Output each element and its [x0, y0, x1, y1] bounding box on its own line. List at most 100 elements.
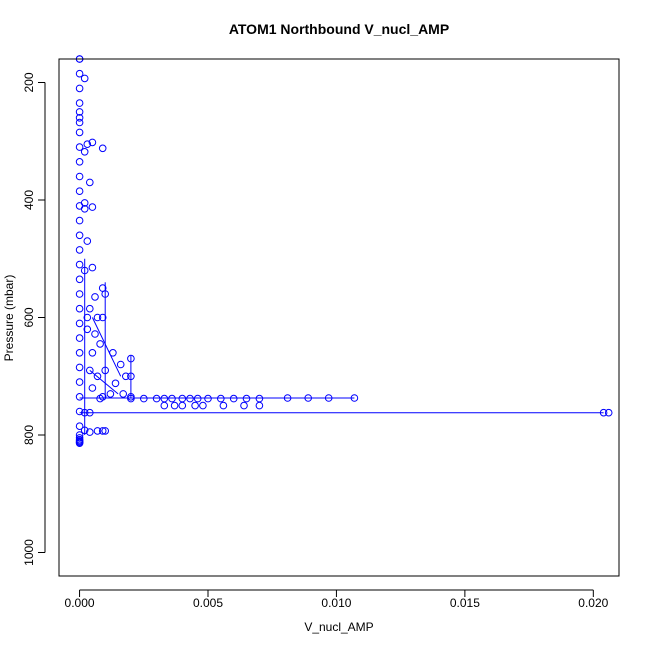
data-point — [75, 143, 84, 151]
data-point — [98, 427, 107, 435]
data-point — [88, 203, 97, 211]
data-point — [91, 293, 99, 301]
data-point — [75, 290, 84, 298]
x-axis-title: V_nucl_AMP — [304, 620, 373, 634]
data-point — [75, 84, 84, 93]
data-point — [217, 394, 225, 403]
data-point — [88, 384, 97, 392]
data-point — [75, 69, 84, 78]
data-point — [75, 407, 84, 416]
data-point — [152, 394, 161, 403]
data-point — [75, 114, 84, 122]
data-point — [199, 401, 207, 410]
data-point — [255, 401, 264, 410]
data-point — [80, 74, 89, 83]
data-point — [116, 360, 125, 369]
data-point — [75, 202, 84, 210]
data-point — [170, 401, 179, 410]
y-tick-label: 400 — [22, 190, 36, 210]
data-point — [80, 426, 89, 435]
data-point — [75, 99, 84, 107]
data-point — [80, 148, 89, 156]
x-tick-label: 0.005 — [193, 596, 223, 610]
data-point — [91, 330, 99, 338]
data-point — [75, 108, 84, 116]
y-tick-label: 1000 — [22, 539, 36, 566]
data-point — [86, 366, 94, 375]
data-point — [599, 408, 608, 417]
data-point — [88, 138, 97, 147]
data-point — [83, 140, 92, 148]
y-axis-title: Pressure (mbar) — [2, 275, 16, 362]
data-point — [160, 401, 169, 410]
data-point — [127, 394, 135, 403]
x-tick-label: 0.015 — [450, 596, 480, 610]
data-point — [75, 246, 84, 254]
data-point — [98, 144, 107, 153]
data-point — [255, 394, 264, 403]
data-point — [75, 216, 84, 225]
data-point — [191, 401, 199, 410]
y-tick-label: 800 — [22, 425, 36, 445]
plot-frame — [58, 58, 620, 577]
data-point — [178, 394, 187, 403]
data-point — [304, 394, 313, 402]
data-point — [101, 366, 109, 375]
data-point — [101, 290, 109, 298]
data-point — [140, 394, 148, 403]
data-point — [240, 401, 248, 410]
data-point — [229, 394, 238, 403]
data-point — [75, 422, 84, 431]
data-point — [75, 128, 84, 137]
data-point — [80, 408, 89, 417]
data-point — [242, 394, 251, 403]
data-point — [283, 394, 292, 402]
data-point — [86, 304, 94, 313]
data-point — [75, 118, 84, 127]
data-point — [75, 260, 84, 269]
data-point — [93, 372, 102, 381]
data-point — [86, 178, 94, 187]
data-point — [75, 275, 84, 284]
data-point — [88, 349, 97, 357]
series-line-6 — [91, 317, 122, 377]
data-point — [75, 231, 84, 240]
data-point — [119, 390, 127, 398]
data-point — [86, 408, 94, 417]
data-point — [83, 237, 92, 245]
data-point — [111, 379, 120, 388]
data-point — [83, 313, 92, 322]
data-point — [75, 349, 84, 357]
data-point — [75, 393, 84, 401]
data-point — [219, 401, 228, 410]
y-tick-label: 600 — [22, 307, 36, 327]
data-point — [350, 394, 359, 402]
data-point — [186, 394, 194, 403]
data-point — [75, 319, 84, 328]
y-axis: 200 400 600 800 1000 — [22, 72, 46, 566]
data-point — [109, 349, 117, 357]
y-tick-label: 200 — [22, 72, 36, 92]
data-point — [93, 313, 102, 322]
x-tick-label: 0.010 — [321, 596, 351, 610]
plot-marks — [75, 55, 613, 448]
data-point — [93, 427, 102, 435]
data-point — [75, 363, 84, 372]
data-point — [193, 394, 202, 403]
data-point — [80, 266, 89, 275]
data-point — [96, 340, 104, 348]
data-point — [83, 325, 92, 334]
data-point — [96, 394, 104, 403]
data-point — [75, 304, 84, 313]
data-point — [75, 439, 84, 448]
data-point — [204, 394, 212, 403]
data-point — [127, 354, 135, 363]
data-point — [122, 372, 130, 381]
data-point — [178, 401, 187, 410]
data-point — [101, 427, 109, 435]
data-point — [324, 394, 333, 402]
data-point — [604, 408, 613, 417]
x-tick-label: 0.020 — [578, 596, 608, 610]
data-point — [75, 172, 84, 181]
